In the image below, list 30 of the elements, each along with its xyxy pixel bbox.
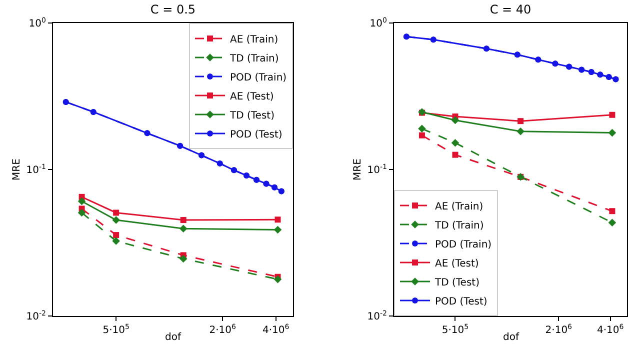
legend-label: TD (Train) — [229, 53, 279, 64]
y-tick-label: 10$^{-2}$ — [367, 309, 387, 322]
legend-label: AE (Test) — [230, 91, 274, 102]
y-axis-title: MRE — [11, 158, 22, 180]
y-tick-label: 10$^{-2}$ — [26, 309, 46, 322]
x-tick-label: 2·10$^{6}$ — [209, 322, 236, 336]
x-tick-label: 4·10$^{6}$ — [596, 322, 624, 336]
y-tick-label: 10$^{-1}$ — [26, 162, 46, 176]
legend-label: AE (Test) — [435, 258, 479, 270]
legend-label: TD (Train) — [434, 220, 484, 232]
legend-label: TD (Test) — [229, 110, 275, 122]
x-axis-title: dof — [165, 332, 182, 343]
legend-label: POD (Train) — [435, 239, 492, 250]
legend-label: POD (Train) — [230, 72, 287, 84]
x-tick-label: 5·10$^{5}$ — [442, 322, 469, 336]
chart-title: C = 40 — [490, 2, 532, 17]
x-tick-label: 2·10$^{6}$ — [545, 322, 573, 336]
y-tick-label: 10$^{0}$ — [28, 16, 46, 30]
chart-title: C = 0.5 — [150, 2, 196, 17]
legend-label: AE (Train) — [230, 34, 278, 46]
y-axis-title: MRE — [352, 158, 364, 180]
y-tick-label: 10$^{-1}$ — [367, 162, 387, 176]
x-axis-title: dof — [503, 332, 520, 343]
x-tick-label: 5·10$^{5}$ — [102, 322, 130, 336]
y-tick-label: 10$^{0}$ — [370, 16, 387, 30]
legend-label: TD (Test) — [434, 277, 480, 288]
legend-label: POD (Test) — [435, 296, 488, 308]
legend-label: POD (Test) — [230, 129, 282, 140]
x-tick-label: 4·10$^{6}$ — [262, 322, 290, 336]
legend-label: AE (Train) — [435, 201, 484, 212]
